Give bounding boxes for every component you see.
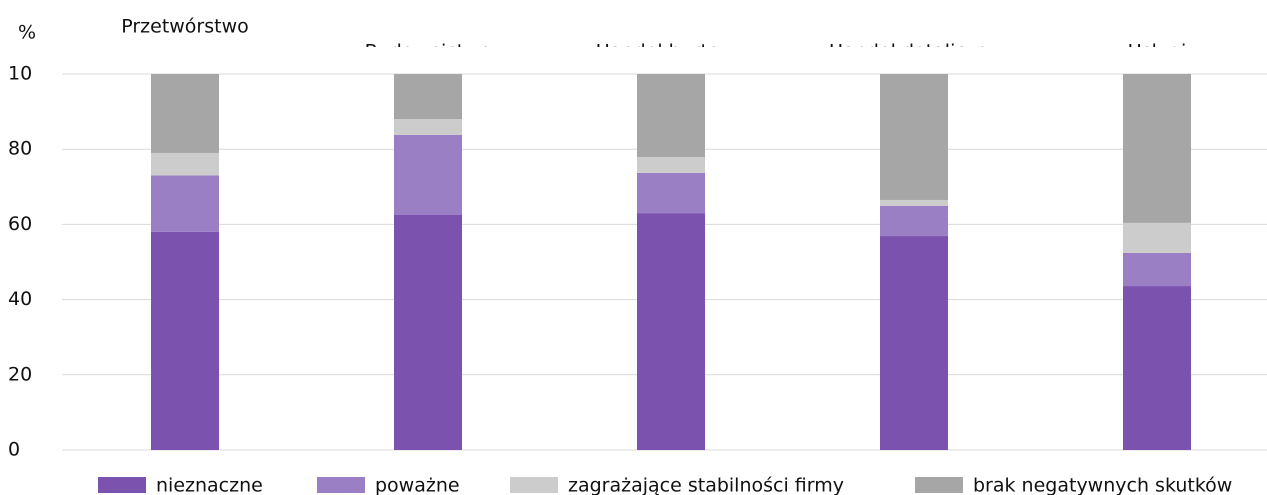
y-tick-label: 80 xyxy=(8,138,32,160)
bar-segment xyxy=(394,119,462,135)
bar-segment xyxy=(394,134,462,215)
category-label: Handel detaliczny xyxy=(829,41,999,63)
y-tick-label: 20 xyxy=(8,363,32,385)
bar-segment xyxy=(394,74,462,120)
bar-segment xyxy=(637,213,705,450)
bar-segment xyxy=(880,74,948,200)
y-tick-label: 10 xyxy=(8,63,32,85)
legend-swatch xyxy=(510,477,558,493)
y-tick-label: 60 xyxy=(8,213,32,235)
bar-segment xyxy=(1123,222,1191,253)
legend-label: poważne xyxy=(375,475,460,495)
y-tick-label: 40 xyxy=(8,288,32,310)
bar-segment xyxy=(637,157,705,173)
legend-swatch xyxy=(98,477,146,493)
bar-segment xyxy=(151,231,219,450)
category-labels: Przetwórstwo Budownictwo Handel hurtowy Han… xyxy=(121,16,1187,63)
category-label: Usługi xyxy=(1128,41,1187,63)
category-label: Handel hurtowy xyxy=(596,41,747,63)
legend-label: nieznaczne xyxy=(156,475,263,495)
bar-segment xyxy=(880,236,948,450)
y-tick-label: 0 xyxy=(8,439,20,461)
bar-segment xyxy=(880,205,948,237)
bar-segment xyxy=(151,175,219,232)
category-label: Przetwórstwo xyxy=(121,16,249,38)
category-label: Budownictwo xyxy=(365,41,492,63)
bar-segment xyxy=(637,172,705,214)
bar-segment xyxy=(1123,252,1191,287)
legend-swatch xyxy=(317,477,365,493)
bar-segment xyxy=(880,199,948,206)
bar-segment xyxy=(1123,286,1191,450)
legend-label: brak negatywnych skutków xyxy=(973,475,1232,495)
bar-segment xyxy=(394,215,462,450)
bar-segment xyxy=(1123,74,1191,223)
y-axis-label: % xyxy=(18,22,36,44)
bar-segment xyxy=(151,74,219,153)
legend-swatch xyxy=(915,477,963,493)
bar-segment xyxy=(637,74,705,158)
legend-label: zagrażające stabilności firmy xyxy=(568,475,844,495)
bar-segment xyxy=(151,152,219,176)
